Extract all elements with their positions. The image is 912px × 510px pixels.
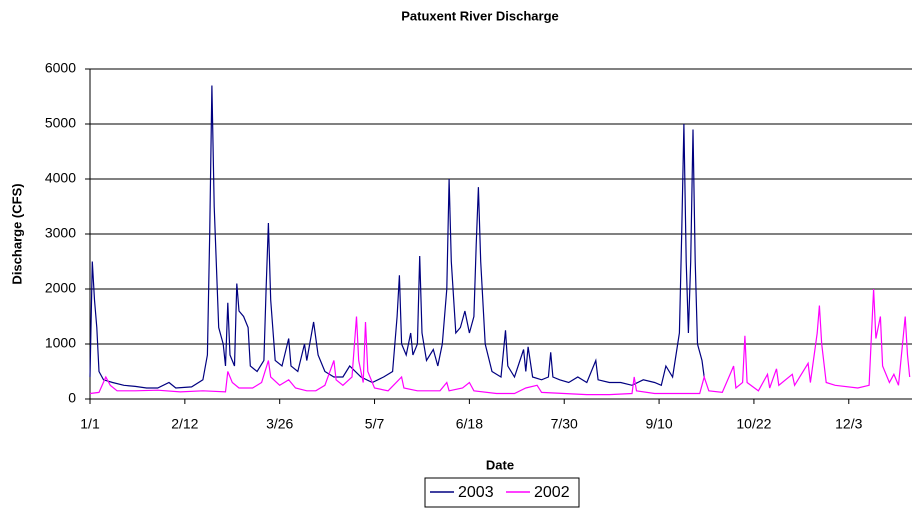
y-tick-label: 2000 (45, 280, 76, 296)
y-tick-label: 1000 (45, 335, 76, 351)
chart-title: Patuxent River Discharge (401, 8, 559, 23)
y-tick-label: 3000 (45, 225, 76, 241)
x-tick-label: 10/22 (736, 416, 771, 432)
line-series (89, 288, 911, 396)
x-tick-label: 6/18 (456, 416, 483, 432)
legend-label: 2002 (534, 484, 570, 501)
y-axis-label: Discharge (CFS) (9, 183, 24, 284)
line-series (89, 85, 705, 389)
x-tick-label: 2/12 (171, 416, 198, 432)
x-axis-label: Date (486, 457, 514, 472)
y-tick-label: 6000 (45, 60, 76, 76)
legend-label: 2003 (458, 484, 494, 501)
x-tick-label: 3/26 (266, 416, 293, 432)
x-tick-label: 5/7 (365, 416, 385, 432)
y-tick-label: 5000 (45, 115, 76, 131)
x-tick-label: 12/3 (835, 416, 862, 432)
y-tick-label: 4000 (45, 170, 76, 186)
x-tick-label: 7/30 (551, 416, 578, 432)
x-tick-label: 1/1 (80, 416, 100, 432)
y-tick-label: 0 (68, 390, 76, 406)
x-tick-label: 9/10 (645, 416, 672, 432)
